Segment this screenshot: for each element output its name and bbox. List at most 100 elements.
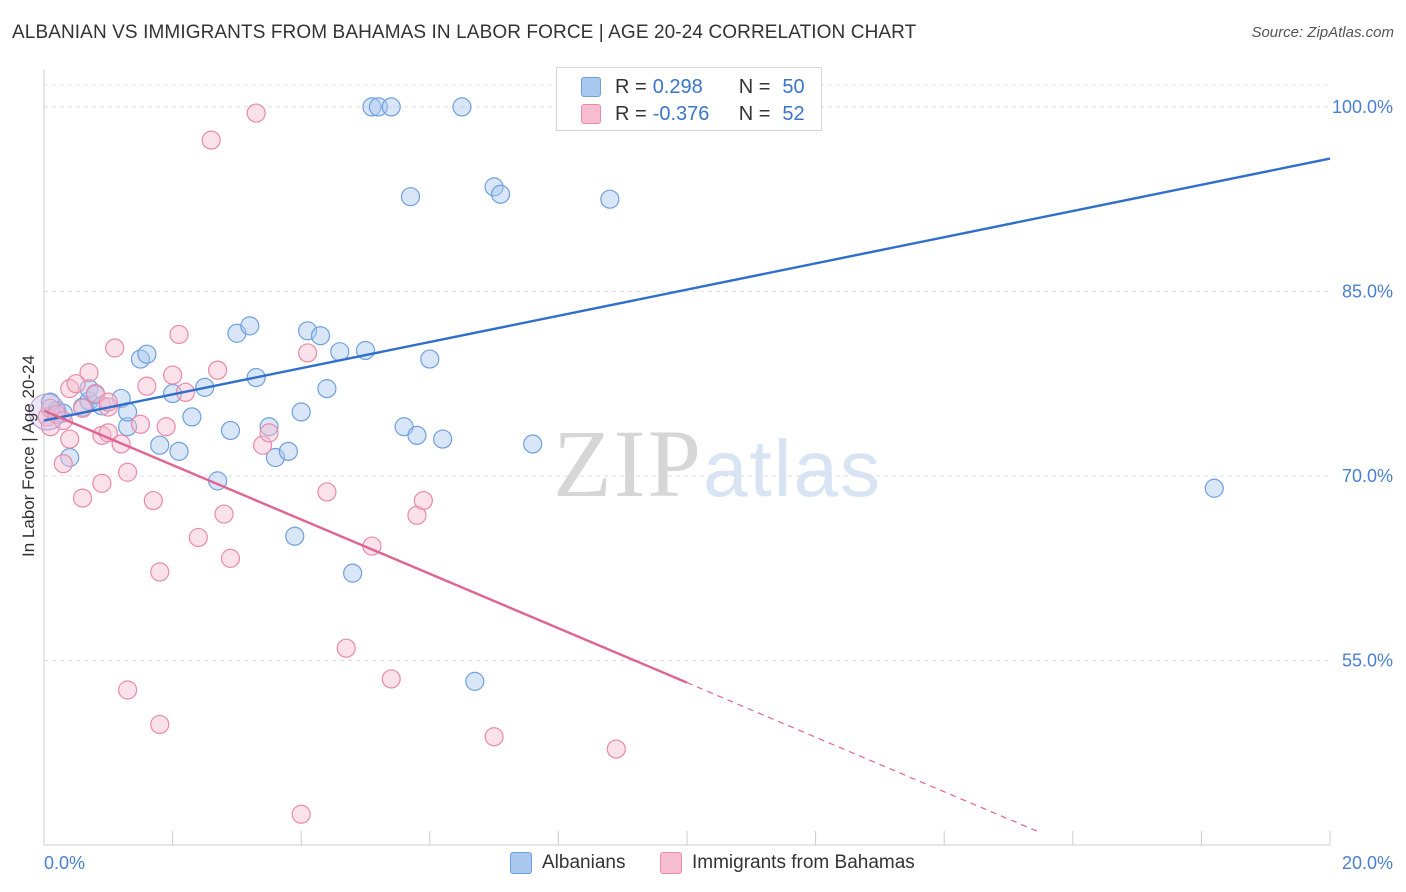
data-point — [60, 379, 80, 399]
y-tick-label: 100.0% — [1332, 97, 1393, 117]
y-tick-label: 55.0% — [1342, 650, 1393, 670]
axes — [43, 70, 1331, 846]
legend-n-label: N = — [738, 102, 771, 125]
data-point — [240, 316, 260, 336]
data-point — [523, 434, 543, 454]
data-point — [310, 326, 331, 346]
series-bahamas — [37, 103, 626, 824]
data-point — [465, 671, 485, 691]
data-point — [606, 739, 626, 759]
series-legend-albanians: Albanians — [510, 852, 625, 874]
data-point — [246, 103, 266, 123]
trend-line-bahamas-extension — [686, 682, 1041, 834]
data-point — [60, 429, 80, 449]
data-point — [484, 727, 504, 747]
data-point — [407, 425, 427, 445]
legend-swatch-bahamas — [581, 104, 601, 124]
watermark-zip: ZIP — [553, 410, 703, 517]
stats-legend: R = 0.298 N = 50 R = -0.376 N = 52 — [556, 67, 822, 131]
data-point — [381, 669, 401, 689]
legend-r-label: R = — [615, 75, 647, 98]
data-point — [137, 376, 157, 396]
trend-lines — [43, 157, 1331, 834]
data-point — [143, 490, 163, 511]
series-legend-bahamas: Immigrants from Bahamas — [660, 852, 915, 874]
data-point — [220, 548, 241, 568]
data-point — [413, 490, 433, 511]
legend-r-value: 0.298 — [652, 75, 703, 98]
data-point — [484, 177, 504, 197]
x-tick-label: 20.0% — [1342, 853, 1393, 873]
data-point — [72, 488, 93, 508]
watermark: ZIPatlas — [553, 408, 882, 519]
data-point — [381, 97, 401, 117]
data-point — [188, 527, 208, 548]
watermark-atlas: atlas — [703, 424, 882, 513]
data-point — [137, 344, 157, 364]
data-point — [285, 526, 305, 546]
data-point — [156, 417, 176, 437]
data-point — [130, 414, 151, 434]
source-credit: Source: ZipAtlas.com — [1251, 24, 1394, 41]
legend-n-label: N = — [738, 75, 771, 98]
data-point — [336, 638, 356, 658]
y-axis-label: In Labor Force | Age 20-24 — [19, 355, 38, 557]
series-swatch-bahamas — [660, 852, 682, 874]
data-point — [490, 184, 511, 204]
data-point — [317, 482, 337, 502]
series-albanians — [40, 97, 1224, 691]
data-point — [291, 402, 311, 422]
data-point — [150, 714, 170, 735]
data-point — [150, 562, 170, 582]
data-point — [1204, 478, 1224, 498]
data-point — [53, 454, 73, 474]
data-point — [298, 321, 318, 341]
chart-title: ALBANIAN VS IMMIGRANTS FROM BAHAMAS IN L… — [12, 22, 917, 43]
data-point — [400, 187, 421, 207]
data-point — [169, 441, 189, 461]
data-point — [208, 360, 228, 380]
legend-n-value: 52 — [782, 102, 805, 125]
data-point — [343, 563, 363, 583]
data-point — [317, 379, 337, 399]
grid-lines — [44, 84, 1330, 661]
data-point — [214, 504, 234, 524]
legend-row-albanians: R = 0.298 N = 50 — [581, 74, 805, 100]
x-tick-label: 0.0% — [44, 853, 85, 873]
data-point — [163, 365, 183, 385]
data-point — [201, 130, 221, 150]
legend-r-label: R = — [615, 102, 647, 125]
data-point — [220, 420, 241, 441]
series-swatch-albanians — [510, 852, 532, 874]
data-point — [66, 374, 86, 394]
data-point — [362, 97, 382, 117]
data-point — [600, 189, 620, 209]
data-point — [291, 804, 311, 824]
data-point — [278, 441, 298, 461]
series-label-albanians: Albanians — [542, 852, 626, 873]
data-point — [452, 97, 472, 117]
trend-line-bahamas — [43, 409, 688, 684]
data-point — [169, 324, 189, 345]
tick-labels: 55.0% 70.0% 85.0% 100.0% 0.0% 20.0% — [44, 97, 1393, 873]
data-point — [117, 462, 138, 482]
data-point — [420, 349, 440, 369]
data-point — [259, 417, 279, 437]
series-legend: Albanians Immigrants from Bahamas — [0, 852, 1406, 878]
data-point — [130, 349, 151, 369]
data-point — [253, 435, 273, 455]
data-point — [92, 473, 112, 493]
series-label-bahamas: Immigrants from Bahamas — [692, 852, 915, 873]
data-point — [117, 680, 138, 700]
data-point — [105, 338, 125, 358]
data-point — [298, 343, 318, 363]
y-tick-label: 70.0% — [1342, 466, 1393, 486]
legend-row-bahamas: R = -0.376 N = 52 — [581, 101, 805, 127]
data-point — [433, 429, 453, 449]
legend-n-value: 50 — [782, 75, 805, 98]
trend-line-albanians — [43, 157, 1331, 422]
data-point — [150, 435, 170, 455]
legend-r-value: -0.376 — [652, 102, 710, 125]
data-points — [28, 97, 1224, 824]
